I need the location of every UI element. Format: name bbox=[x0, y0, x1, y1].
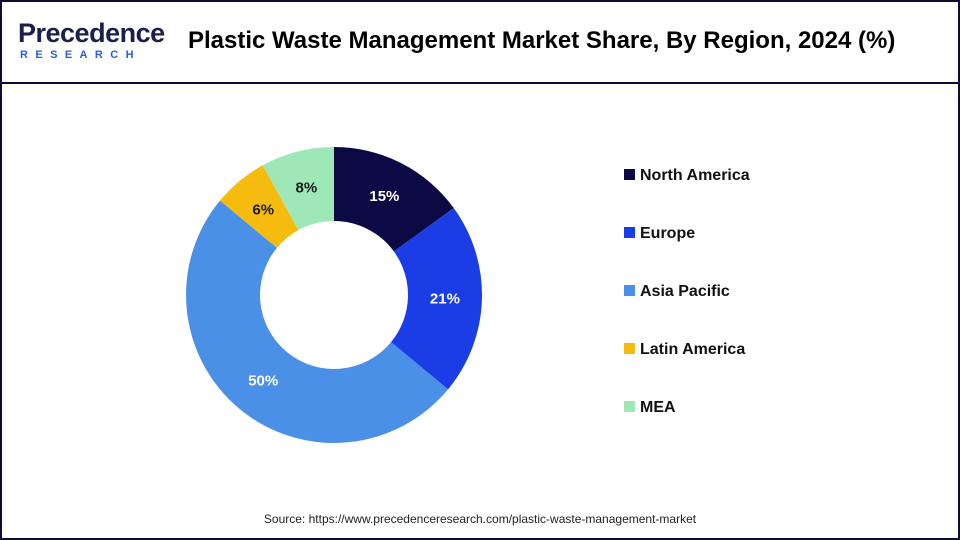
legend-label-asia-pacific: Asia Pacific bbox=[640, 283, 730, 300]
brand-name-rest: recedence bbox=[35, 18, 166, 48]
slice-label-europe: 21% bbox=[430, 290, 460, 307]
legend-swatch-latin-america bbox=[624, 343, 635, 354]
legend-swatch-asia-pacific bbox=[624, 285, 635, 296]
header-bar: Precedence RESEARCH Plastic Waste Manage… bbox=[2, 2, 958, 84]
legend: North America Europe Asia Pacific Latin Ame… bbox=[624, 167, 750, 416]
slice-north-america bbox=[334, 147, 454, 252]
brand-name: Precedence bbox=[18, 18, 165, 49]
legend-label-latin-america: Latin America bbox=[640, 341, 745, 358]
slice-europe bbox=[391, 208, 482, 390]
legend-swatch-europe bbox=[624, 227, 635, 238]
legend-label-europe: Europe bbox=[640, 225, 695, 242]
legend-swatch-north-america bbox=[624, 169, 635, 180]
slice-label-asia-pacific: 50% bbox=[248, 373, 278, 390]
slice-group bbox=[186, 147, 482, 443]
brand-initial: P bbox=[18, 18, 36, 48]
slice-asia-pacific bbox=[186, 200, 449, 443]
slice-label-mea: 8% bbox=[296, 179, 318, 196]
source-note: Source: https://www.precedenceresearch.c… bbox=[263, 512, 697, 526]
slice-mea bbox=[262, 147, 334, 231]
brand-logo: Precedence RESEARCH bbox=[18, 16, 168, 68]
slice-latin-america bbox=[219, 165, 299, 248]
legend-swatch-mea bbox=[624, 401, 635, 412]
slice-label-latin-america: 6% bbox=[252, 201, 274, 218]
slice-label-group: 15% 21% 50% 6% 8% bbox=[248, 179, 460, 389]
legend-label-north-america: North America bbox=[640, 167, 750, 184]
slice-label-north-america: 15% bbox=[369, 188, 399, 205]
legend-label-mea: MEA bbox=[640, 399, 676, 416]
brand-tagline: RESEARCH bbox=[20, 49, 141, 61]
chart-title: Plastic Waste Management Market Share, B… bbox=[188, 27, 896, 54]
